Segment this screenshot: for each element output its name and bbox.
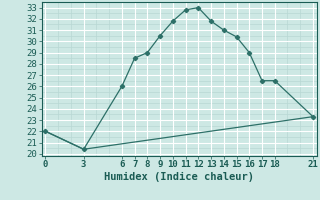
X-axis label: Humidex (Indice chaleur): Humidex (Indice chaleur)	[104, 172, 254, 182]
